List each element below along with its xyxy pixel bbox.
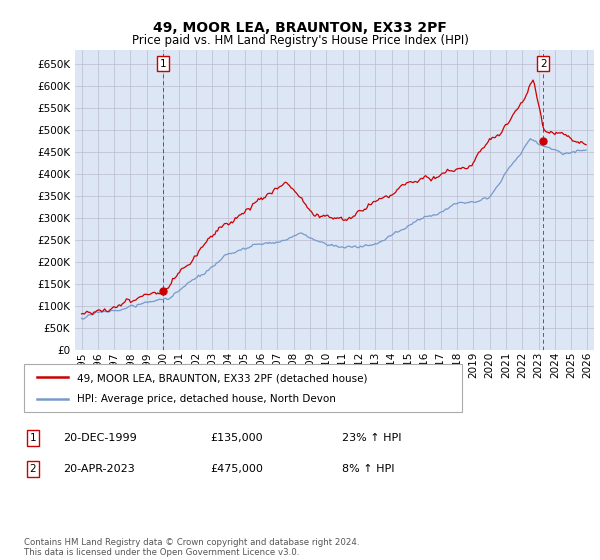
Text: 2: 2: [29, 464, 37, 474]
Text: 20-DEC-1999: 20-DEC-1999: [63, 433, 137, 443]
Text: Price paid vs. HM Land Registry's House Price Index (HPI): Price paid vs. HM Land Registry's House …: [131, 34, 469, 46]
Text: 20-APR-2023: 20-APR-2023: [63, 464, 135, 474]
Text: 1: 1: [29, 433, 37, 443]
Text: 23% ↑ HPI: 23% ↑ HPI: [342, 433, 401, 443]
Text: 49, MOOR LEA, BRAUNTON, EX33 2PF: 49, MOOR LEA, BRAUNTON, EX33 2PF: [153, 21, 447, 35]
Text: 2: 2: [540, 59, 547, 69]
Text: £135,000: £135,000: [210, 433, 263, 443]
Text: HPI: Average price, detached house, North Devon: HPI: Average price, detached house, Nort…: [77, 394, 335, 404]
Text: £475,000: £475,000: [210, 464, 263, 474]
Text: Contains HM Land Registry data © Crown copyright and database right 2024.
This d: Contains HM Land Registry data © Crown c…: [24, 538, 359, 557]
Text: 1: 1: [160, 59, 166, 69]
Text: 8% ↑ HPI: 8% ↑ HPI: [342, 464, 395, 474]
Text: 49, MOOR LEA, BRAUNTON, EX33 2PF (detached house): 49, MOOR LEA, BRAUNTON, EX33 2PF (detach…: [77, 374, 367, 383]
